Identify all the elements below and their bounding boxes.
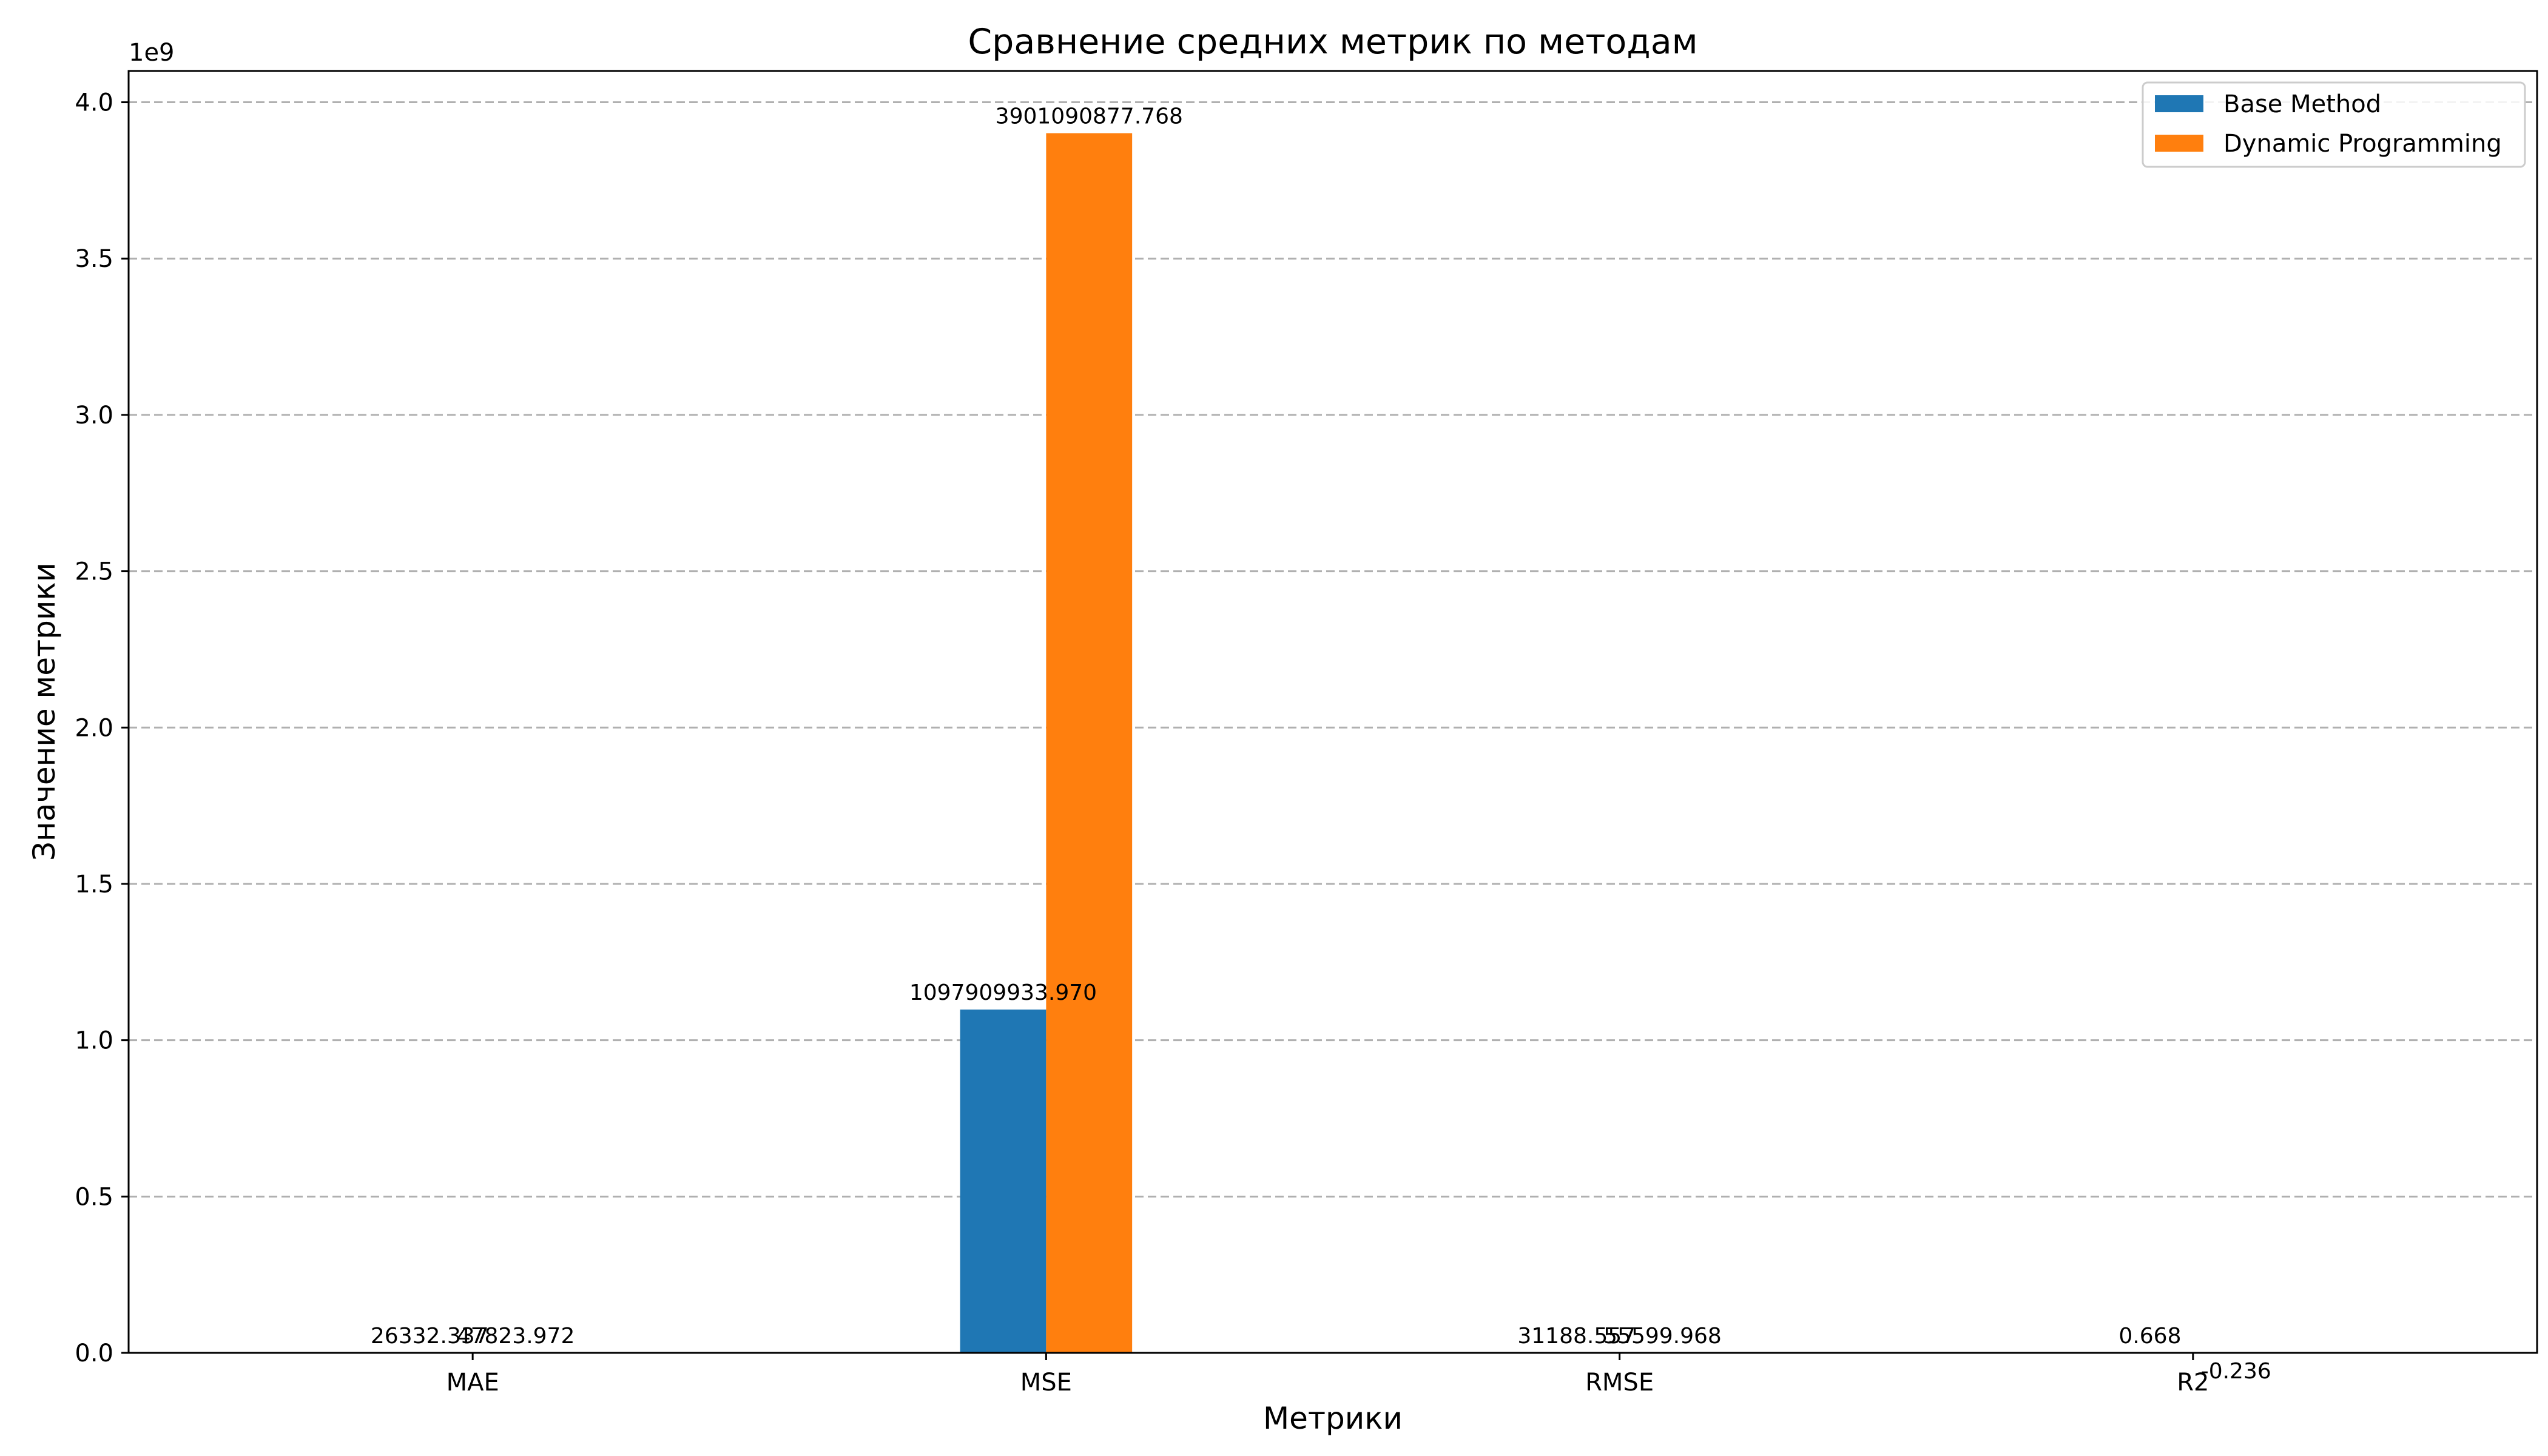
chart-title: Сравнение средних метрик по методам <box>968 22 1697 62</box>
y-axis: 0.0 0.5 1.0 1.5 2.0 2.5 3.0 3.5 4.0 <box>75 89 129 1367</box>
bar-dynamic-programming-mse <box>1046 133 1133 1353</box>
grid-lines <box>129 101 2537 1198</box>
y-scale-multiplier: 1e9 <box>129 39 175 67</box>
y-tick-label: 3.0 <box>75 402 113 430</box>
data-label: 47823.972 <box>457 1324 575 1349</box>
x-tick-label-r2: R2 <box>2177 1369 2209 1397</box>
y-tick-label: 2.0 <box>75 714 113 742</box>
y-tick-label: 1.5 <box>75 871 113 898</box>
data-labels: 26332.337 1097909933.970 31188.557 0.668 478… <box>371 104 2271 1384</box>
bar-base-method-mse <box>960 1009 1046 1353</box>
legend-swatch-dynamic-programming <box>2155 135 2203 152</box>
plot-frame <box>127 70 2538 1354</box>
data-label: 1097909933.970 <box>909 980 1097 1005</box>
y-axis-label: Значение метрики <box>27 562 62 861</box>
x-axis-label: Метрики <box>1263 1401 1403 1436</box>
legend-swatch-base-method <box>2155 95 2203 112</box>
legend-label-dynamic-programming: Dynamic Programming <box>2223 130 2502 158</box>
bars <box>386 133 1706 1353</box>
legend-box <box>2142 81 2526 168</box>
x-axis: MAE MSE RMSE R2 <box>447 1353 2209 1397</box>
data-label: 26332.337 <box>371 1324 489 1349</box>
x-tick-label-mae: MAE <box>447 1369 499 1397</box>
y-tick-label: 0.5 <box>75 1183 113 1211</box>
y-tick-label: 4.0 <box>75 89 113 117</box>
data-label: -0.236 <box>2201 1359 2271 1384</box>
y-tick-label: 3.5 <box>75 245 113 273</box>
data-label: 0.668 <box>2118 1324 2181 1349</box>
y-tick-label: 2.5 <box>75 558 113 586</box>
legend-label-base-method: Base Method <box>2223 90 2381 118</box>
data-label: 3901090877.768 <box>996 104 1183 129</box>
x-tick-label-rmse: RMSE <box>1585 1369 1654 1397</box>
legend: Base Method Dynamic Programming <box>2142 81 2526 168</box>
data-label: 55599.968 <box>1603 1324 1722 1349</box>
data-label: 31188.557 <box>1517 1324 1636 1349</box>
y-tick-label: 0.0 <box>75 1340 113 1367</box>
x-tick-label-mse: MSE <box>1020 1369 1072 1397</box>
y-tick-label: 1.0 <box>75 1027 113 1055</box>
